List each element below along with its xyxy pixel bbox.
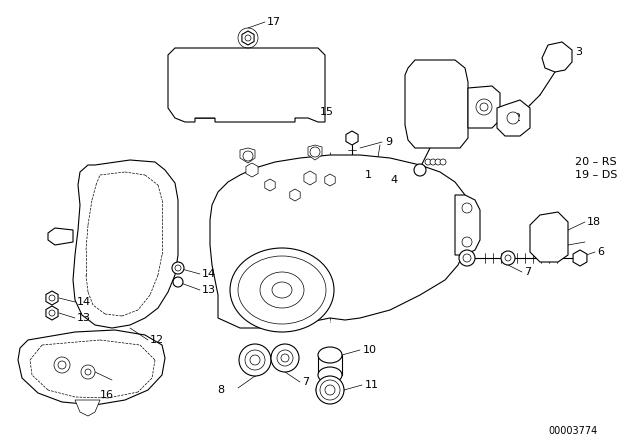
Polygon shape (242, 31, 254, 45)
Circle shape (440, 159, 446, 165)
Circle shape (462, 203, 472, 213)
Text: 17: 17 (267, 17, 281, 27)
Circle shape (430, 159, 436, 165)
Circle shape (49, 310, 55, 316)
Polygon shape (210, 155, 465, 328)
Polygon shape (246, 163, 258, 177)
Polygon shape (542, 42, 572, 72)
Polygon shape (46, 291, 58, 305)
Text: 14: 14 (77, 297, 91, 307)
Polygon shape (73, 160, 178, 328)
Circle shape (507, 112, 519, 124)
Circle shape (243, 151, 253, 161)
Polygon shape (497, 100, 530, 136)
Polygon shape (405, 60, 468, 148)
Text: 19 – DS: 19 – DS (575, 170, 618, 180)
Circle shape (277, 350, 293, 366)
Text: 14: 14 (202, 269, 216, 279)
Polygon shape (46, 306, 58, 320)
Circle shape (245, 35, 251, 41)
Text: 13: 13 (77, 313, 91, 323)
Text: 00003774: 00003774 (548, 426, 598, 436)
Circle shape (54, 357, 70, 373)
Text: 7: 7 (524, 267, 531, 277)
Polygon shape (290, 189, 300, 201)
Circle shape (49, 295, 55, 301)
Circle shape (172, 262, 184, 274)
Text: 4: 4 (391, 175, 398, 185)
Polygon shape (468, 86, 500, 128)
Polygon shape (308, 145, 322, 160)
Circle shape (505, 255, 511, 261)
Text: 8: 8 (217, 385, 224, 395)
Ellipse shape (238, 256, 326, 324)
Text: 18: 18 (587, 217, 601, 227)
Circle shape (501, 251, 515, 265)
Text: 3: 3 (575, 47, 582, 57)
Circle shape (310, 147, 320, 157)
Polygon shape (75, 400, 100, 416)
Circle shape (245, 350, 265, 370)
Polygon shape (573, 250, 587, 266)
Ellipse shape (316, 384, 344, 396)
Circle shape (175, 265, 181, 271)
Circle shape (325, 385, 335, 395)
Circle shape (320, 380, 340, 400)
Circle shape (316, 376, 344, 404)
Polygon shape (346, 131, 358, 145)
Circle shape (476, 99, 492, 115)
Ellipse shape (318, 367, 342, 383)
Text: 13: 13 (202, 285, 216, 295)
Polygon shape (325, 174, 335, 186)
Circle shape (480, 103, 488, 111)
Polygon shape (168, 48, 325, 122)
Ellipse shape (272, 282, 292, 298)
Circle shape (425, 159, 431, 165)
Polygon shape (18, 330, 165, 405)
Text: 2: 2 (513, 113, 520, 123)
Polygon shape (455, 195, 480, 255)
Circle shape (459, 250, 475, 266)
Text: 9: 9 (385, 137, 392, 147)
Text: 6: 6 (597, 247, 604, 257)
Ellipse shape (318, 347, 342, 363)
Text: 10: 10 (363, 345, 377, 355)
Circle shape (58, 361, 66, 369)
Circle shape (250, 355, 260, 365)
Text: 20 – RS: 20 – RS (575, 157, 616, 167)
Circle shape (81, 365, 95, 379)
Text: 15: 15 (320, 107, 334, 117)
Text: 12: 12 (150, 335, 164, 345)
Text: 16: 16 (100, 390, 114, 400)
Polygon shape (265, 179, 275, 191)
Circle shape (463, 254, 471, 262)
Polygon shape (48, 228, 73, 245)
Circle shape (173, 277, 183, 287)
Polygon shape (304, 171, 316, 185)
Polygon shape (530, 212, 568, 262)
Text: 11: 11 (365, 380, 379, 390)
Circle shape (462, 237, 472, 247)
Circle shape (281, 354, 289, 362)
Ellipse shape (260, 272, 304, 308)
Polygon shape (240, 148, 255, 163)
Circle shape (435, 159, 441, 165)
Text: 7: 7 (302, 377, 309, 387)
Circle shape (85, 369, 91, 375)
Text: 1: 1 (365, 170, 372, 180)
Circle shape (414, 164, 426, 176)
Ellipse shape (230, 248, 334, 332)
Circle shape (239, 344, 271, 376)
Circle shape (271, 344, 299, 372)
